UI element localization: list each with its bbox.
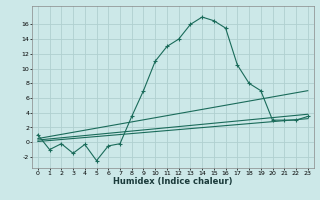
X-axis label: Humidex (Indice chaleur): Humidex (Indice chaleur) <box>113 177 233 186</box>
